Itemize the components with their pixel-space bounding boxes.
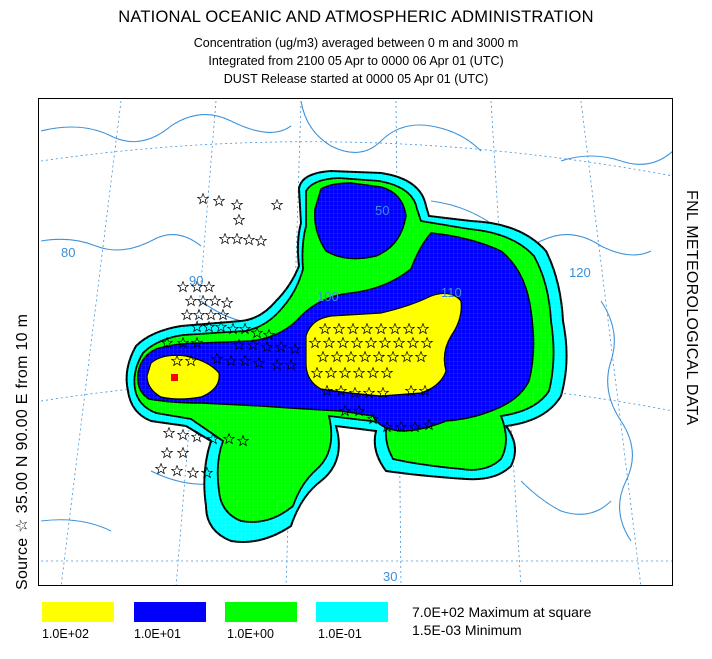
legend-label-1e-01: 1.0E-01	[318, 627, 362, 641]
legend-swatch-yellow	[42, 602, 114, 622]
minimum-value: 1.5E-03 Minimum	[412, 622, 522, 638]
meteorological-data-label: FNL METEOROLOGICAL DATA	[683, 190, 700, 426]
contour-1e+02	[146, 292, 462, 400]
lon-label-110: 110	[441, 285, 462, 300]
legend-swatch-blue	[134, 602, 206, 622]
lat-label-30: 30	[383, 569, 397, 584]
lon-label-90: 90	[189, 273, 203, 288]
page-title: NATIONAL OCEANIC AND ATMOSPHERIC ADMINIS…	[118, 8, 594, 26]
source-location-label: Source ☆ 35.00 N 90.00 E from 10 m	[14, 313, 31, 590]
integration-period: Integrated from 2100 05 Apr to 0000 06 A…	[208, 54, 504, 68]
release-info: DUST Release started at 0000 05 Apr 01 (…	[223, 72, 489, 86]
lat-label-50: 50	[375, 203, 389, 218]
legend-label-1e01: 1.0E+01	[134, 627, 181, 641]
legend-swatch-green	[225, 602, 297, 622]
lon-label-100: 100	[317, 289, 339, 304]
legend-label-1e00: 1.0E+00	[227, 627, 274, 641]
source-marker	[171, 374, 178, 381]
legend-label-1e02: 1.0E+02	[42, 627, 89, 641]
dispersion-map: 50 80 90 100 110 120 30	[38, 98, 673, 586]
maximum-value: 7.0E+02 Maximum at square	[412, 604, 592, 620]
legend-swatch-cyan	[316, 602, 388, 622]
lon-label-80: 80	[61, 245, 75, 260]
concentration-subtitle: Concentration (ug/m3) averaged between 0…	[193, 36, 519, 50]
lon-label-120: 120	[569, 265, 591, 280]
